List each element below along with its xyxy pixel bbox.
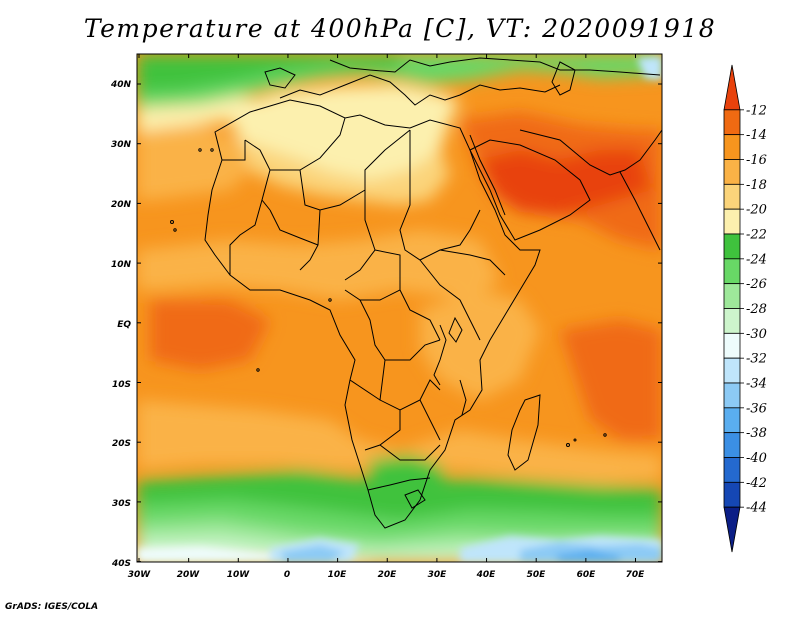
colorbar-top-triangle xyxy=(723,64,741,111)
lon-tick-label: 50E xyxy=(527,570,547,580)
lon-tick-label: 30W xyxy=(128,570,152,580)
map-title: Temperature at 400hPa [C], VT: 202009191… xyxy=(83,14,717,43)
plot-frame xyxy=(136,53,663,563)
colorbar-label: -20 xyxy=(746,203,767,218)
colorbar-swatch xyxy=(723,481,741,508)
lat-tick-label: 40S xyxy=(111,559,131,569)
lon-tick-label: 70E xyxy=(626,570,646,580)
colorbar-label: -42 xyxy=(746,476,767,491)
lon-tick-label: 10W xyxy=(227,570,251,580)
colorbar-label: -40 xyxy=(746,451,767,466)
colorbar-label: -24 xyxy=(746,252,767,267)
colorbar-label: -12 xyxy=(746,103,767,118)
colorbar-label: -18 xyxy=(746,178,767,193)
colorbar-swatch xyxy=(723,183,741,210)
colorbar: -12 -14 -16 -18 -20 -22 -24 -26 -28 -30 … xyxy=(723,64,767,553)
colorbar-swatch xyxy=(723,357,741,384)
lon-tick-label: 0 xyxy=(284,570,290,580)
colorbar-label: -34 xyxy=(746,377,767,392)
coastline-lines xyxy=(170,57,662,529)
colorbar-swatch xyxy=(723,432,741,458)
colorbar-label: -30 xyxy=(746,327,767,342)
lon-tick-label: 10E xyxy=(328,570,348,580)
lon-tick-label: 30E xyxy=(428,570,448,580)
colorbar-swatch xyxy=(723,258,741,285)
credit-text: GrADS: IGES/COLA xyxy=(5,602,99,612)
lat-tick-label: 30S xyxy=(112,499,131,509)
colorbar-swatch xyxy=(723,332,741,359)
tick-marks xyxy=(137,54,662,563)
colorbar-label: -16 xyxy=(746,153,767,168)
lat-tick-label: 10N xyxy=(111,260,132,270)
temperature-field xyxy=(137,54,662,562)
lon-tick-label: 20E xyxy=(378,570,398,580)
lat-tick-label: 20N xyxy=(111,200,132,210)
colorbar-bottom-triangle xyxy=(723,506,741,553)
lat-tick-label: EQ xyxy=(117,320,131,330)
colorbar-swatch xyxy=(723,208,741,235)
colorbar-label: -26 xyxy=(746,277,767,292)
colorbar-label: -22 xyxy=(746,228,767,243)
colorbar-swatch xyxy=(723,382,741,409)
colorbar-label: -36 xyxy=(746,401,767,416)
colorbar-swatch xyxy=(723,407,741,434)
lon-tick-label: 40E xyxy=(476,570,497,580)
lat-tick-label: 30N xyxy=(111,140,132,150)
colorbar-swatch xyxy=(723,457,741,483)
colorbar-label: -44 xyxy=(746,501,767,516)
colorbar-label: -32 xyxy=(746,352,767,367)
longitude-axis: 30W 20W 10W 0 10E 20E 30E 40E 50E 60E 70… xyxy=(128,570,645,580)
colorbar-label: -38 xyxy=(746,426,767,441)
lat-tick-label: 20S xyxy=(112,439,131,449)
latitude-axis: 40N 30N 20N 10N EQ 10S 20S 30S 40S xyxy=(110,80,132,569)
lat-tick-label: 10S xyxy=(112,380,131,390)
colorbar-label: -28 xyxy=(746,302,767,317)
colorbar-swatch xyxy=(723,109,741,136)
lon-tick-label: 20W xyxy=(177,570,201,580)
colorbar-label: -14 xyxy=(746,128,767,143)
lon-tick-label: 60E xyxy=(577,570,597,580)
lat-tick-label: 40N xyxy=(110,80,132,90)
colorbar-swatch xyxy=(723,308,741,334)
colorbar-swatch xyxy=(723,159,741,185)
colorbar-swatch xyxy=(723,233,741,260)
colorbar-swatch xyxy=(723,134,741,160)
colorbar-swatch xyxy=(723,283,741,309)
